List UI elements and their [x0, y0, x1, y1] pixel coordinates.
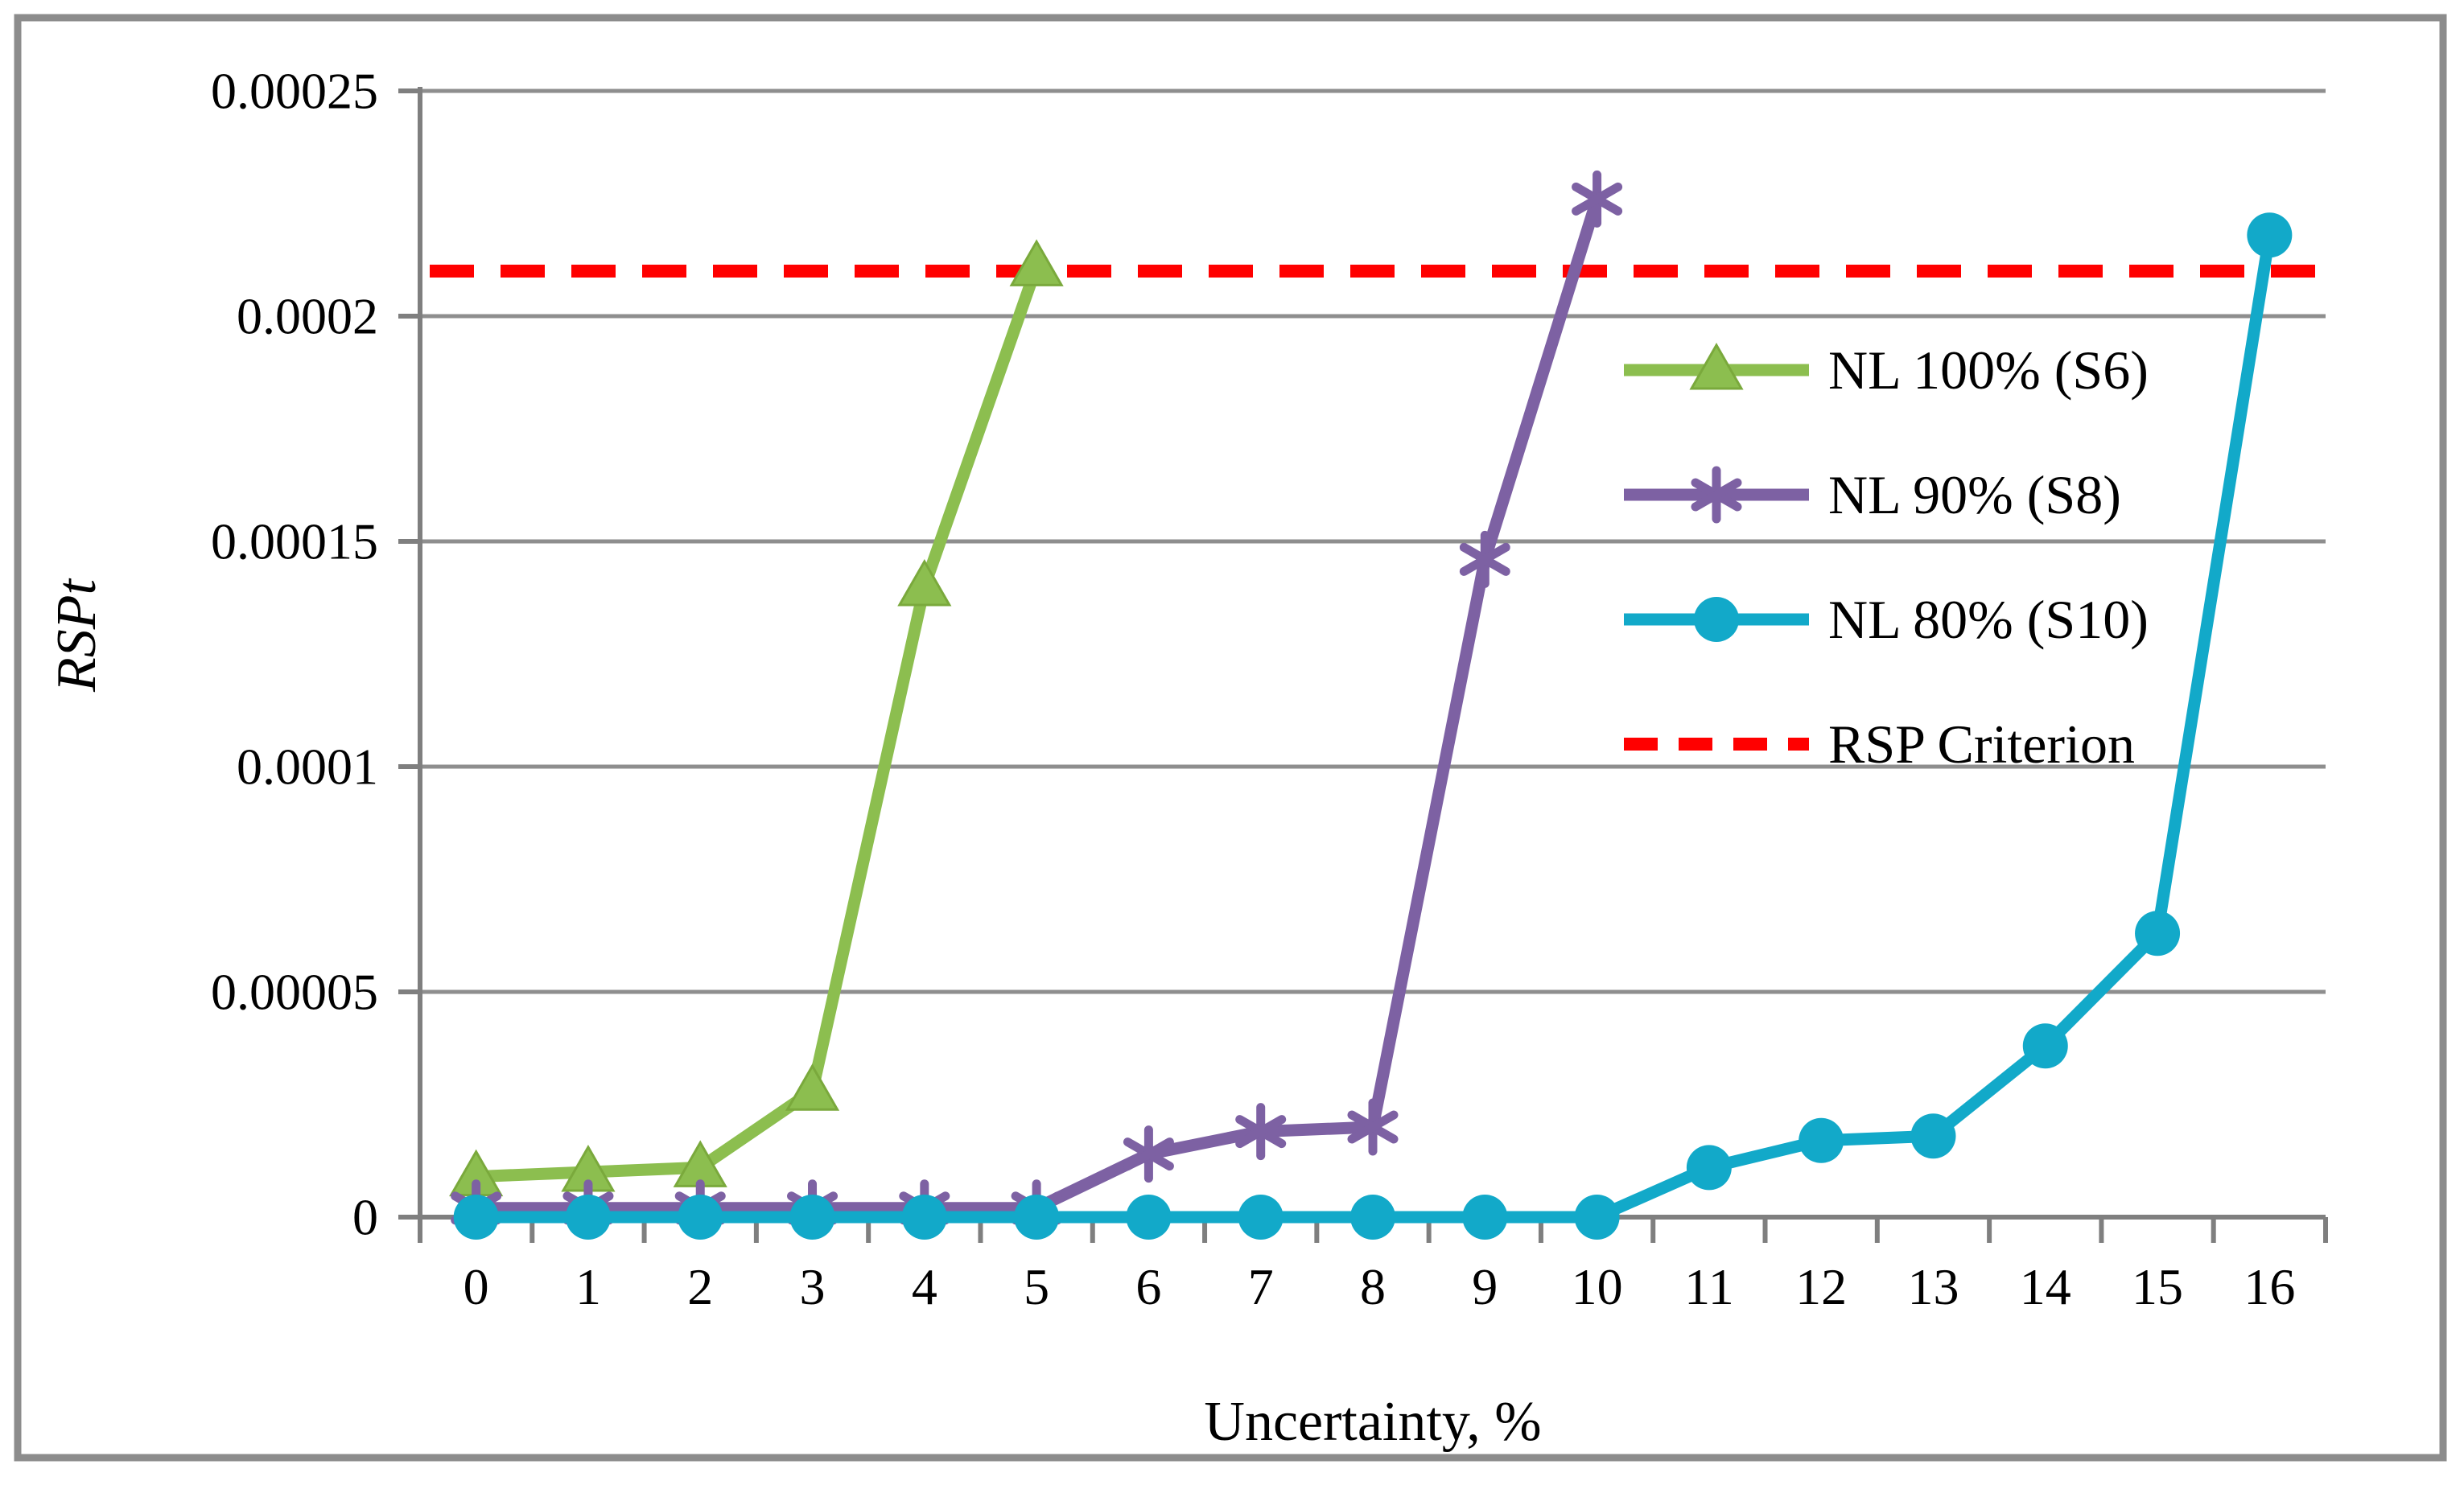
marker-asterisk [1347, 1098, 1399, 1156]
marker-circle [2135, 911, 2181, 956]
marker-circle [453, 1195, 499, 1240]
x-tick-label: 16 [2244, 1258, 2295, 1315]
x-tick-label: 4 [912, 1258, 937, 1315]
x-tick-label: 6 [1135, 1258, 1161, 1315]
marker-triangle [897, 558, 952, 607]
legend-label: NL 90% (S8) [1828, 464, 2121, 525]
marker-circle [901, 1195, 947, 1240]
x-tick-label: 11 [1684, 1258, 1734, 1315]
legend-label: RSP Criterion [1828, 714, 2135, 775]
marker-asterisk [1235, 1103, 1287, 1161]
x-tick-label: 14 [2020, 1258, 2071, 1315]
y-axis-title: RSPt [46, 578, 108, 693]
marker-circle [2022, 1023, 2068, 1069]
x-tick-label: 3 [800, 1258, 826, 1315]
x-tick-label: 0 [464, 1258, 489, 1315]
marker-circle [678, 1195, 723, 1240]
x-tick-label: 9 [1472, 1258, 1498, 1315]
marker-circle [1910, 1113, 1956, 1159]
marker-circle [1238, 1195, 1284, 1240]
y-tick-label: 0.00005 [211, 964, 378, 1021]
x-tick-label: 15 [2132, 1258, 2183, 1315]
series-line [476, 197, 1603, 1215]
legend-item: NL 90% (S8) [1624, 464, 2121, 525]
legend-label: NL 100% (S6) [1828, 339, 2149, 401]
legend: NL 100% (S6) NL 90% (S8) NL 80% (S10) RSP C… [1624, 339, 2149, 775]
marker-circle [1694, 597, 1739, 642]
legend-item: RSP Criterion [1624, 714, 2135, 775]
y-tick-label: 0 [352, 1189, 378, 1246]
x-tick-label: 1 [575, 1258, 601, 1315]
x-tick-label: 2 [687, 1258, 713, 1315]
marker-circle [1126, 1195, 1172, 1240]
series-1 [449, 239, 1064, 1197]
marker-circle [1014, 1195, 1060, 1240]
series-3 [453, 212, 2293, 1240]
x-tick-label: 5 [1024, 1258, 1049, 1315]
marker-circle [1799, 1117, 1844, 1163]
marker-circle [1350, 1195, 1395, 1240]
series-line [476, 264, 1043, 1183]
marker-asterisk [1123, 1125, 1174, 1183]
marker-circle [1574, 1195, 1620, 1240]
marker-asterisk [1572, 170, 1623, 228]
marker-circle [1462, 1195, 1508, 1240]
marker-triangle [785, 1063, 840, 1111]
legend-item: NL 80% (S10) [1624, 589, 2149, 650]
x-axis-title: Uncertainty, % [1204, 1391, 1541, 1453]
axis-ticks [398, 88, 2328, 1243]
data-series [449, 170, 2293, 1240]
marker-circle [2247, 212, 2293, 258]
marker-triangle [1689, 342, 1744, 390]
y-tick-label: 0.00015 [211, 513, 378, 570]
y-tick-label: 0.00025 [211, 63, 378, 120]
legend-label: NL 80% (S10) [1828, 589, 2149, 650]
figure-border [14, 14, 2447, 1462]
x-tick-label: 12 [1795, 1258, 1847, 1315]
x-tick-label: 7 [1248, 1258, 1274, 1315]
series-2 [451, 170, 1623, 1237]
gridlines [420, 88, 2326, 994]
marker-circle [565, 1195, 611, 1240]
marker-circle [1686, 1145, 1732, 1191]
marker-asterisk [1691, 466, 1742, 524]
x-tick-label: 10 [1572, 1258, 1623, 1315]
x-tick-label: 13 [1907, 1258, 1959, 1315]
legend-item: NL 100% (S6) [1624, 339, 2149, 401]
marker-triangle [1009, 239, 1064, 286]
x-tick-label: 8 [1360, 1258, 1386, 1315]
marker-circle [789, 1195, 835, 1240]
y-tick-label: 0.0002 [237, 288, 378, 345]
marker-asterisk [1459, 530, 1510, 588]
y-tick-label: 0.0001 [237, 738, 378, 796]
